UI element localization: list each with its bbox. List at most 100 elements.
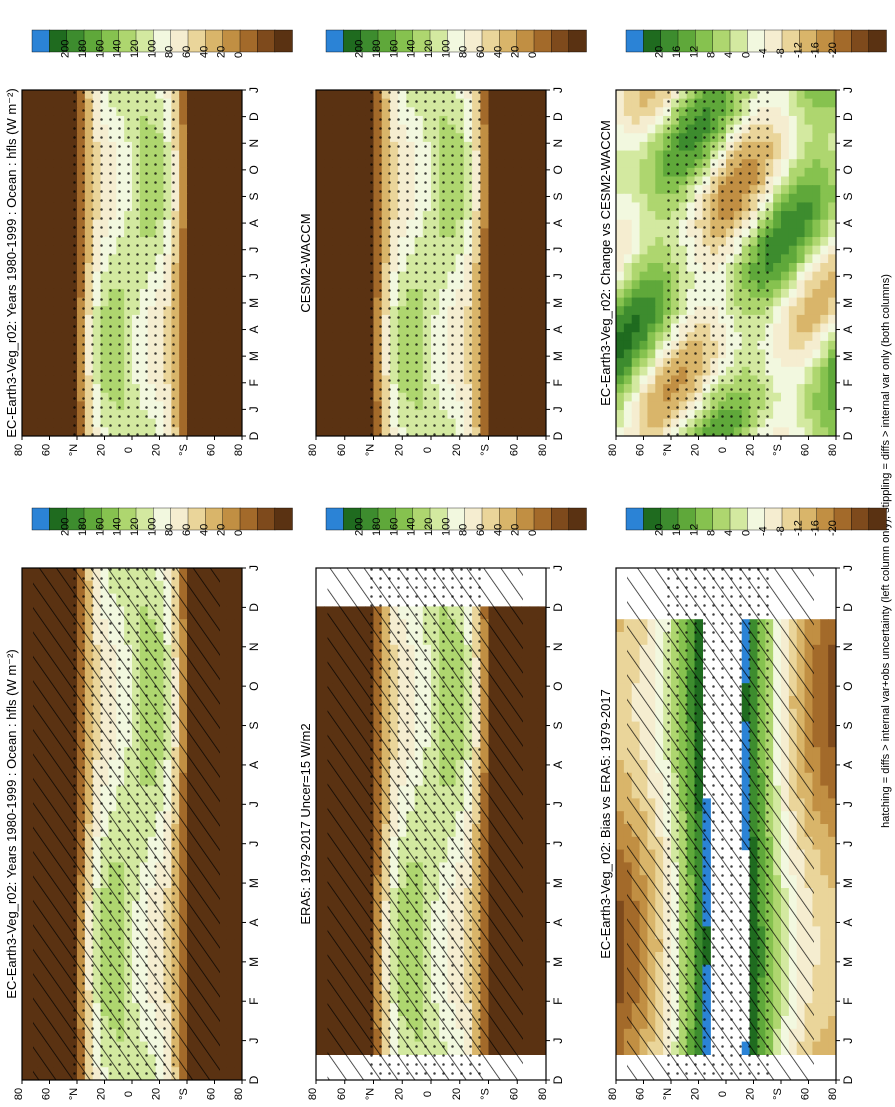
heatmap-cell — [234, 632, 242, 645]
heatmap-cell — [505, 99, 514, 108]
heatmap-cell — [505, 90, 514, 99]
heatmap-cell — [530, 875, 539, 888]
heatmap-cell — [820, 990, 828, 1003]
colorbar-label: 200 — [60, 40, 72, 58]
heatmap-cell — [316, 952, 325, 965]
heatmap-cell — [616, 709, 624, 722]
heatmap-cell — [538, 280, 547, 289]
heatmap-cell — [218, 125, 226, 134]
colorbar-swatch — [240, 30, 258, 52]
heatmap-cell — [30, 358, 38, 367]
heatmap-cell — [324, 142, 333, 151]
heatmap-cell — [234, 298, 242, 307]
heatmap-cell — [513, 99, 522, 108]
heatmap-cell — [46, 177, 54, 186]
heatmap-cell — [316, 1003, 325, 1016]
heatmap-cell — [530, 168, 539, 177]
heatmap-cell — [218, 237, 226, 246]
heatmap-cell — [820, 850, 828, 863]
heatmap-cell — [38, 211, 46, 220]
heatmap-cell — [538, 773, 547, 786]
heatmap-cell — [195, 393, 203, 402]
heatmap-cell — [61, 99, 69, 108]
heatmap-cell — [480, 142, 489, 151]
heatmap-cell — [203, 211, 211, 220]
heatmap-cell — [530, 670, 539, 683]
y-tick-label: 20 — [96, 444, 108, 456]
heatmap-cell — [53, 367, 61, 376]
heatmap-cell — [46, 202, 54, 211]
heatmap-cell — [828, 619, 836, 632]
heatmap-cell — [497, 272, 506, 281]
heatmap-cell — [341, 228, 350, 237]
heatmap-cell — [828, 888, 836, 901]
heatmap-cell — [179, 272, 187, 281]
heatmap-cell — [46, 237, 54, 246]
heatmap-cell — [316, 211, 325, 220]
heatmap-cell — [179, 177, 187, 186]
heatmap-cell — [53, 419, 61, 428]
heatmap-cell — [22, 850, 30, 863]
heatmap-cell — [179, 289, 187, 298]
heatmap-cell — [46, 306, 54, 315]
heatmap-cell — [513, 133, 522, 142]
heatmap-cell — [820, 722, 828, 735]
heatmap-cell — [538, 220, 547, 229]
heatmap-cell — [489, 202, 498, 211]
heatmap-cell — [22, 384, 30, 393]
heatmap-cell — [22, 568, 30, 581]
colorbar-label: 120 — [129, 40, 141, 58]
heatmap-cell — [46, 324, 54, 333]
colorbar-swatch — [257, 30, 275, 52]
heatmap-cell — [497, 142, 506, 151]
heatmap-cell — [316, 811, 325, 824]
heatmap-cell — [53, 151, 61, 160]
heatmap-cell — [497, 246, 506, 255]
heatmap-cell — [226, 747, 234, 760]
heatmap-cell — [820, 875, 828, 888]
heatmap-cell — [22, 375, 30, 384]
x-tick-label: A — [551, 761, 565, 769]
heatmap-cell — [316, 850, 325, 863]
heatmap-cell — [22, 159, 30, 168]
heatmap-cell — [497, 125, 506, 134]
heatmap-cell — [530, 978, 539, 991]
y-tick-label: °N — [365, 1088, 377, 1100]
heatmap-cell — [53, 427, 61, 436]
heatmap-cell — [234, 658, 242, 671]
heatmap-cell — [30, 151, 38, 160]
heatmap-cell — [203, 90, 211, 99]
heatmap-cell — [489, 177, 498, 186]
heatmap-cell — [341, 125, 350, 134]
heatmap-cell — [324, 220, 333, 229]
heatmap-cell — [513, 220, 522, 229]
heatmap-cell — [195, 185, 203, 194]
heatmap-cell — [22, 837, 30, 850]
heatmap-cell — [316, 194, 325, 203]
heatmap-cell — [616, 824, 624, 837]
heatmap-cell — [316, 696, 325, 709]
heatmap-cell — [226, 350, 234, 359]
heatmap-cell — [226, 837, 234, 850]
heatmap-cell — [820, 760, 828, 773]
x-tick-label: J — [841, 1038, 855, 1044]
heatmap-cell — [61, 280, 69, 289]
heatmap-cell — [187, 246, 195, 255]
heatmap-cell — [218, 107, 226, 116]
heatmap-cell — [349, 211, 358, 220]
heatmap-cell — [22, 722, 30, 735]
heatmap-cell — [341, 246, 350, 255]
heatmap-cell — [538, 133, 547, 142]
heatmap-cell — [521, 228, 530, 237]
heatmap-cell — [820, 1042, 828, 1055]
heatmap-cell — [341, 116, 350, 125]
colorbar-label: 60 — [181, 46, 193, 58]
heatmap-cell — [30, 332, 38, 341]
heatmap-cell — [828, 722, 836, 735]
colorbar-label: 60 — [181, 524, 193, 536]
heatmap-cell — [187, 410, 195, 419]
heatmap-cell — [505, 125, 514, 134]
heatmap-cell — [820, 619, 828, 632]
heatmap-cell — [53, 324, 61, 333]
